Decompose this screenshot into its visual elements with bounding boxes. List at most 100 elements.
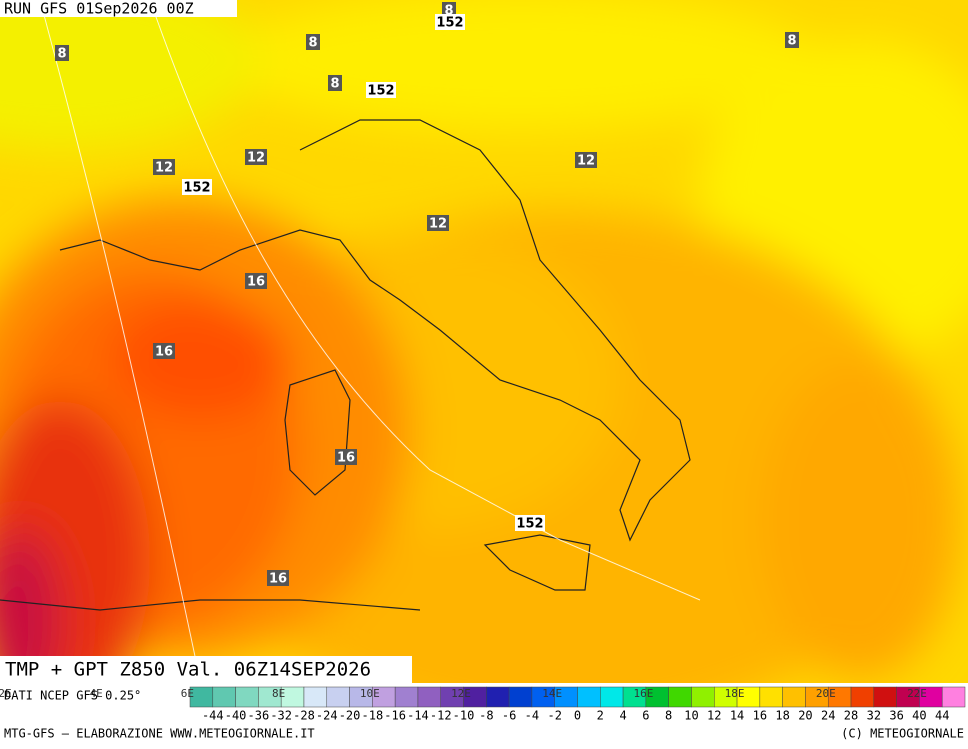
- colorbar-label: -40: [225, 709, 247, 723]
- colorbar-swatch: [759, 686, 783, 708]
- colorbar-label: -16: [384, 709, 406, 723]
- longitude-label: 4E: [90, 687, 103, 700]
- colorbar-label: -4: [525, 709, 539, 723]
- colorbar-label: -18: [362, 709, 384, 723]
- colorbar-label: -12: [430, 709, 452, 723]
- contour-label-box: [515, 515, 545, 531]
- colorbar-swatch: [600, 686, 624, 708]
- longitude-label: 20E: [816, 687, 836, 700]
- colorbar-label: 14: [730, 709, 744, 723]
- footer-right: (C) METEOGIORNALE: [841, 727, 964, 741]
- colorbar-label: 4: [619, 709, 626, 723]
- contour-label-box: [785, 32, 799, 48]
- colorbar-swatch: [577, 686, 601, 708]
- contour-label: 16: [337, 451, 355, 466]
- colorbar-label: 36: [889, 709, 903, 723]
- contour-label-box: [366, 82, 396, 98]
- contour-label: 8: [444, 4, 453, 19]
- contour-label-box: [245, 273, 267, 289]
- contour-label-box: [306, 34, 320, 50]
- longitude-label: 14E: [542, 687, 562, 700]
- contour-label: 8: [330, 77, 339, 92]
- colorbar-swatch: [303, 686, 328, 708]
- colorbar-label: -32: [270, 709, 292, 723]
- contour-label-box: [153, 159, 175, 175]
- colorbar-swatch: [394, 686, 419, 708]
- coastline: [0, 599, 421, 611]
- colorbar-label: -36: [248, 709, 270, 723]
- colorbar-label: -6: [502, 709, 516, 723]
- colorbar-swatch: [417, 686, 441, 708]
- longitude-label: 22E: [907, 687, 927, 700]
- longitude-label: 10E: [360, 687, 380, 700]
- contour-label: 8: [57, 47, 66, 62]
- coastline: [59, 119, 691, 542]
- contour-label: 16: [269, 572, 287, 587]
- contour-label: 152: [436, 16, 463, 31]
- colorbar-swatch: [235, 686, 259, 708]
- colorbar-label: -2: [547, 709, 561, 723]
- colorbar-label: -8: [479, 709, 493, 723]
- contour-label: 12: [577, 154, 595, 169]
- island: [483, 534, 591, 591]
- contour-label: 8: [308, 36, 317, 51]
- contour-label-box: [153, 343, 175, 359]
- colorbar-label: 20: [798, 709, 812, 723]
- run-label: RUN GFS 01Sep2026 00Z: [4, 0, 194, 18]
- colorbar-label: 40: [912, 709, 926, 723]
- colorbar-swatch: [326, 686, 350, 708]
- contour-label-box: [267, 570, 289, 586]
- longitude-label: 18E: [725, 687, 745, 700]
- contour-label: 12: [247, 151, 265, 166]
- colorbar-swatch: [941, 686, 966, 708]
- contour-label-box: [245, 149, 267, 165]
- footer-left: MTG-GFS – ELABORAZIONE WWW.METEOGIORNALE…: [4, 727, 315, 741]
- map-title: TMP + GPT Z850 Val. 06Z14SEP2026: [5, 659, 371, 681]
- longitude-label: 16E: [633, 687, 653, 700]
- colorbar-swatch: [691, 686, 715, 708]
- source-label: DATI NCEP GFS 0.25°: [4, 689, 141, 703]
- colorbar-swatch: [508, 686, 533, 708]
- colorbar-label: 16: [753, 709, 767, 723]
- contour-label-box: [335, 449, 357, 465]
- longitude-label: 12E: [451, 687, 471, 700]
- contour-label: 12: [429, 217, 447, 232]
- colorbar-label: -44: [202, 709, 224, 723]
- contour-label: 152: [183, 181, 210, 196]
- contour-label-box: [575, 152, 597, 168]
- contour-label: 152: [516, 517, 543, 532]
- longitude-label: 2E: [0, 687, 12, 700]
- longitude-label: 6E: [181, 687, 194, 700]
- colorbar-swatch: [668, 686, 692, 708]
- colorbar-label: 0: [574, 709, 581, 723]
- colorbar-label: 32: [867, 709, 881, 723]
- contour-label: 16: [247, 275, 265, 290]
- contour-label: 16: [155, 345, 173, 360]
- colorbar-swatch: [873, 686, 897, 708]
- contour-label: 12: [155, 161, 173, 176]
- colorbar-label: -20: [339, 709, 361, 723]
- colorbar-label: 10: [684, 709, 698, 723]
- contour-label-box: [328, 75, 342, 91]
- island: [284, 369, 351, 496]
- contour-label-box: [435, 14, 465, 30]
- longitude-label: 8E: [272, 687, 285, 700]
- colorbar-label: 28: [844, 709, 858, 723]
- colorbar-label: 18: [775, 709, 789, 723]
- isohypse: [39, 0, 701, 681]
- run-box: [0, 0, 237, 17]
- contour-label-box: [55, 45, 69, 61]
- colorbar-label: -24: [316, 709, 338, 723]
- contour-label-box: [182, 179, 212, 195]
- colorbar-swatch: [212, 686, 236, 708]
- colorbar-swatch: [850, 686, 875, 708]
- colorbar-swatch: [782, 686, 806, 708]
- title-box: [0, 656, 412, 683]
- contour-label-box: [427, 215, 449, 231]
- colorbar-label: 44: [935, 709, 949, 723]
- colorbar-label: 8: [665, 709, 672, 723]
- colorbar-label: -10: [453, 709, 475, 723]
